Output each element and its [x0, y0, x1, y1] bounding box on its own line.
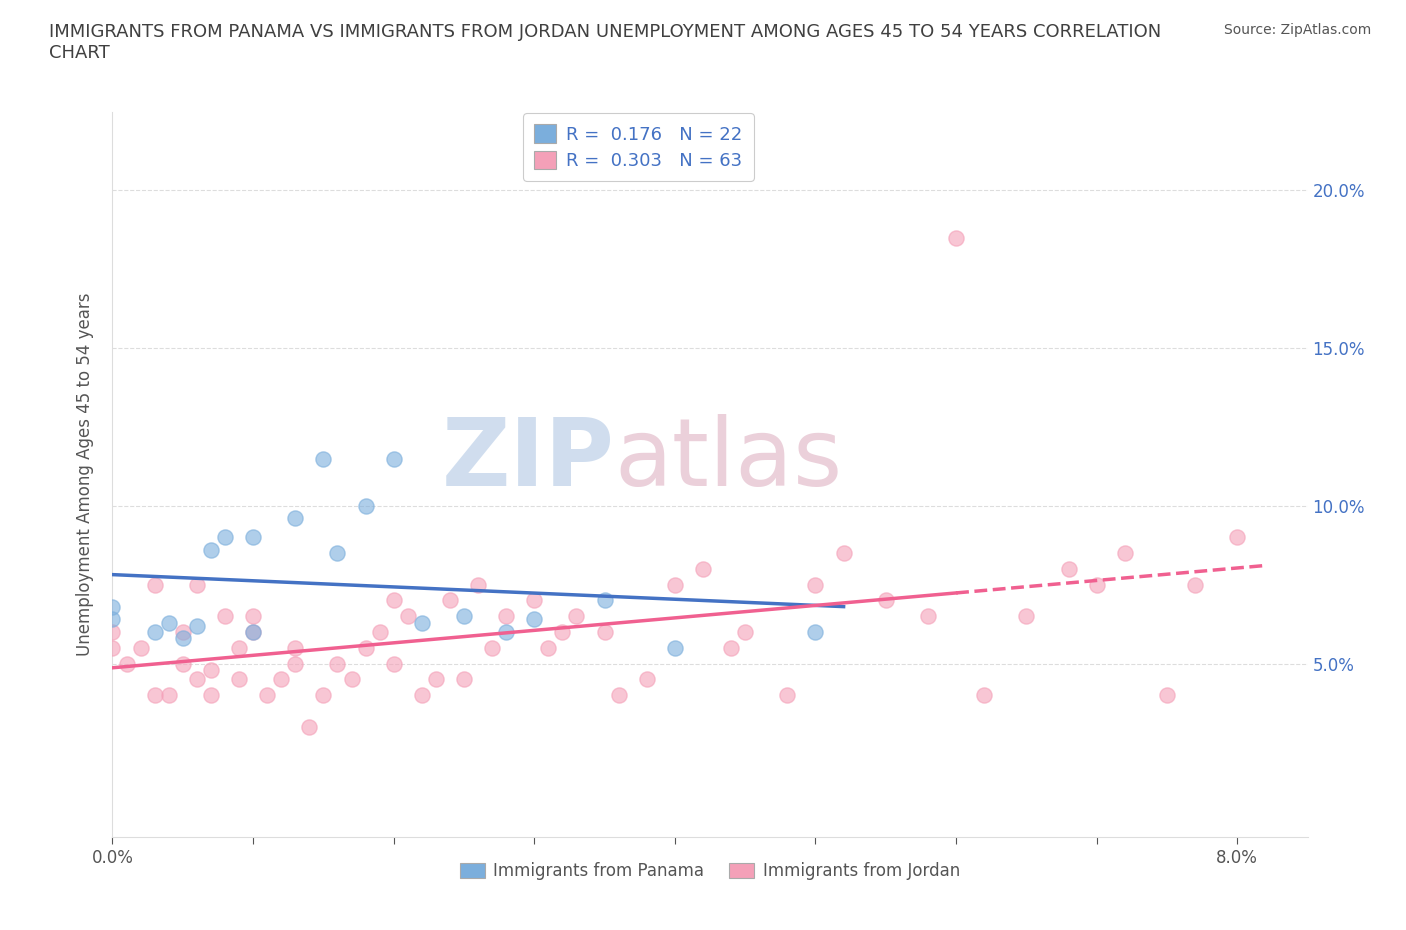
- Point: [200, 542, 222, 557]
- Point: [284, 641, 307, 656]
- Point: [101, 612, 124, 627]
- Point: [523, 593, 546, 608]
- Point: [228, 671, 250, 686]
- Point: [804, 625, 827, 640]
- Point: [298, 719, 321, 734]
- Point: [172, 631, 194, 645]
- Point: [172, 656, 194, 671]
- Point: [551, 625, 574, 640]
- Point: [945, 231, 967, 246]
- Point: [256, 687, 278, 702]
- Point: [101, 641, 124, 656]
- Point: [973, 687, 995, 702]
- Point: [382, 593, 405, 608]
- Text: ZIP: ZIP: [441, 414, 614, 506]
- Point: [439, 593, 461, 608]
- Point: [593, 593, 616, 608]
- Point: [453, 671, 475, 686]
- Point: [565, 609, 588, 624]
- Point: [101, 625, 124, 640]
- Point: [411, 615, 433, 630]
- Point: [1226, 530, 1249, 545]
- Point: [1057, 562, 1080, 577]
- Point: [143, 578, 166, 592]
- Point: [467, 578, 489, 592]
- Point: [157, 687, 180, 702]
- Point: [411, 687, 433, 702]
- Point: [495, 625, 517, 640]
- Point: [172, 625, 194, 640]
- Point: [186, 671, 208, 686]
- Point: [593, 625, 616, 640]
- Point: [692, 562, 714, 577]
- Point: [734, 625, 756, 640]
- Point: [284, 656, 307, 671]
- Point: [368, 625, 391, 640]
- Point: [354, 641, 377, 656]
- Text: IMMIGRANTS FROM PANAMA VS IMMIGRANTS FROM JORDAN UNEMPLOYMENT AMONG AGES 45 TO 5: IMMIGRANTS FROM PANAMA VS IMMIGRANTS FRO…: [49, 23, 1161, 62]
- Point: [832, 546, 855, 561]
- Point: [776, 687, 799, 702]
- Point: [1184, 578, 1206, 592]
- Point: [214, 609, 236, 624]
- Y-axis label: Unemployment Among Ages 45 to 54 years: Unemployment Among Ages 45 to 54 years: [76, 293, 94, 656]
- Text: Source: ZipAtlas.com: Source: ZipAtlas.com: [1223, 23, 1371, 37]
- Point: [804, 578, 827, 592]
- Point: [326, 656, 349, 671]
- Point: [396, 609, 419, 624]
- Point: [537, 641, 560, 656]
- Point: [186, 578, 208, 592]
- Point: [607, 687, 630, 702]
- Point: [312, 451, 335, 466]
- Point: [425, 671, 447, 686]
- Point: [875, 593, 897, 608]
- Point: [1156, 687, 1178, 702]
- Point: [242, 609, 264, 624]
- Point: [720, 641, 742, 656]
- Point: [664, 641, 686, 656]
- Point: [1085, 578, 1108, 592]
- Point: [214, 530, 236, 545]
- Legend: Immigrants from Panama, Immigrants from Jordan: Immigrants from Panama, Immigrants from …: [453, 856, 967, 886]
- Point: [382, 451, 405, 466]
- Point: [129, 641, 152, 656]
- Point: [270, 671, 292, 686]
- Point: [101, 599, 124, 614]
- Point: [636, 671, 658, 686]
- Point: [157, 615, 180, 630]
- Point: [664, 578, 686, 592]
- Point: [523, 612, 546, 627]
- Point: [143, 687, 166, 702]
- Text: atlas: atlas: [614, 414, 842, 506]
- Point: [354, 498, 377, 513]
- Point: [1114, 546, 1136, 561]
- Point: [481, 641, 503, 656]
- Point: [495, 609, 517, 624]
- Point: [453, 609, 475, 624]
- Point: [143, 625, 166, 640]
- Point: [326, 546, 349, 561]
- Point: [200, 687, 222, 702]
- Point: [186, 618, 208, 633]
- Point: [228, 641, 250, 656]
- Point: [1015, 609, 1038, 624]
- Point: [382, 656, 405, 671]
- Point: [242, 530, 264, 545]
- Point: [340, 671, 363, 686]
- Point: [242, 625, 264, 640]
- Point: [312, 687, 335, 702]
- Point: [284, 511, 307, 525]
- Point: [115, 656, 138, 671]
- Point: [242, 625, 264, 640]
- Point: [200, 662, 222, 677]
- Point: [917, 609, 939, 624]
